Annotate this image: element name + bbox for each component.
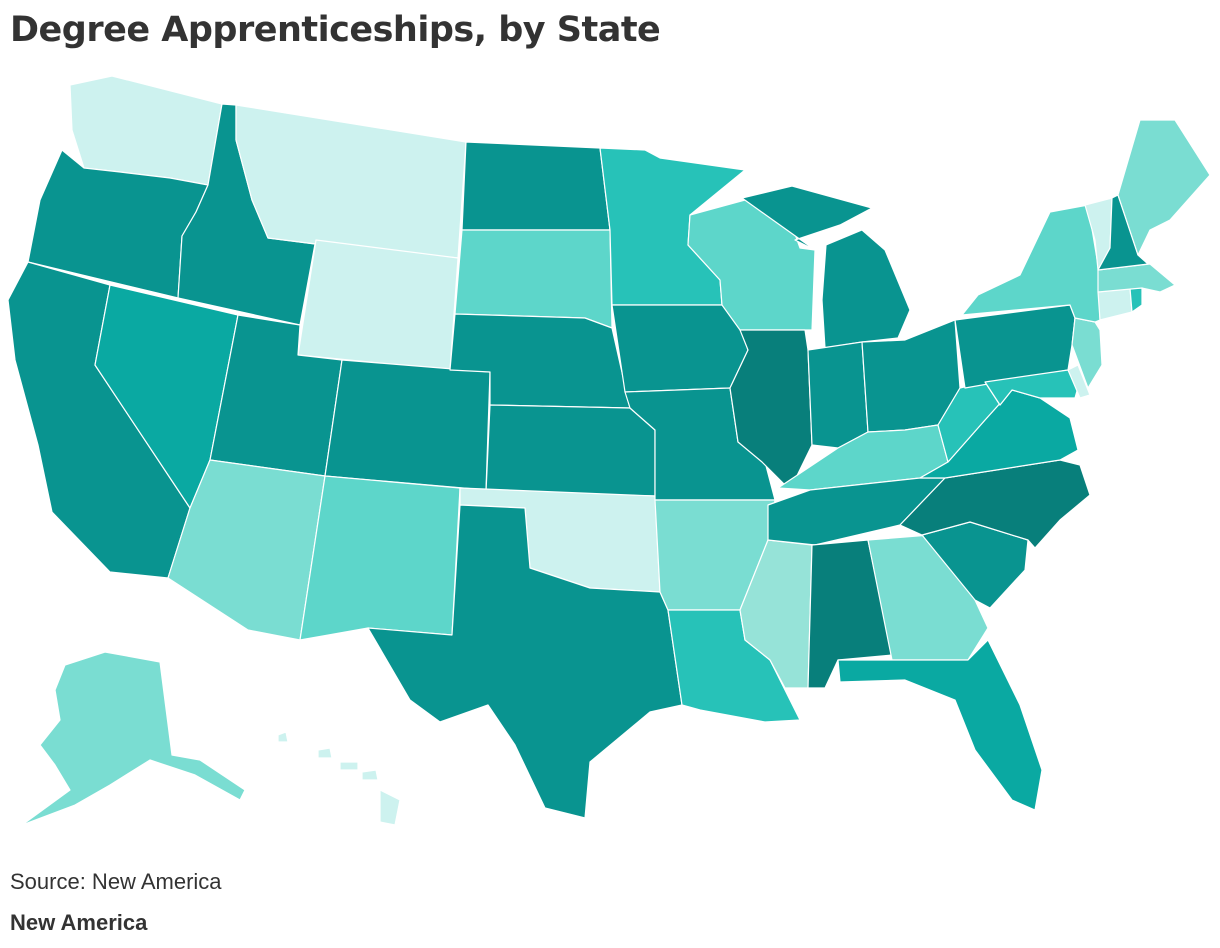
us-map [0, 60, 1220, 860]
source-note: Source: New America [10, 869, 222, 894]
state-de[interactable] [1067, 364, 1091, 399]
state-fl[interactable] [837, 639, 1043, 811]
state-me[interactable] [1117, 119, 1211, 256]
state-ks[interactable] [485, 404, 656, 497]
state-mt[interactable] [235, 104, 467, 259]
state-sd[interactable] [454, 229, 613, 329]
state-ri[interactable] [1129, 287, 1143, 313]
state-mi[interactable] [741, 185, 911, 349]
page-title: Degree Apprenticeships, by State [10, 10, 661, 50]
state-nm[interactable] [299, 475, 461, 641]
state-nd[interactable] [461, 141, 611, 231]
state-hi[interactable] [277, 731, 401, 826]
state-in[interactable] [807, 341, 869, 449]
state-ct[interactable] [1097, 287, 1133, 321]
state-ak[interactable] [21, 651, 246, 826]
state-ny[interactable] [961, 204, 1101, 323]
state-ma[interactable] [1097, 263, 1176, 293]
brand-name: New America [10, 910, 148, 935]
state-co[interactable] [324, 359, 491, 491]
state-tx[interactable] [367, 504, 683, 819]
state-il[interactable] [729, 329, 813, 491]
state-wy[interactable] [297, 239, 459, 371]
state-ia[interactable] [611, 304, 749, 393]
map-svg [7, 75, 1211, 826]
